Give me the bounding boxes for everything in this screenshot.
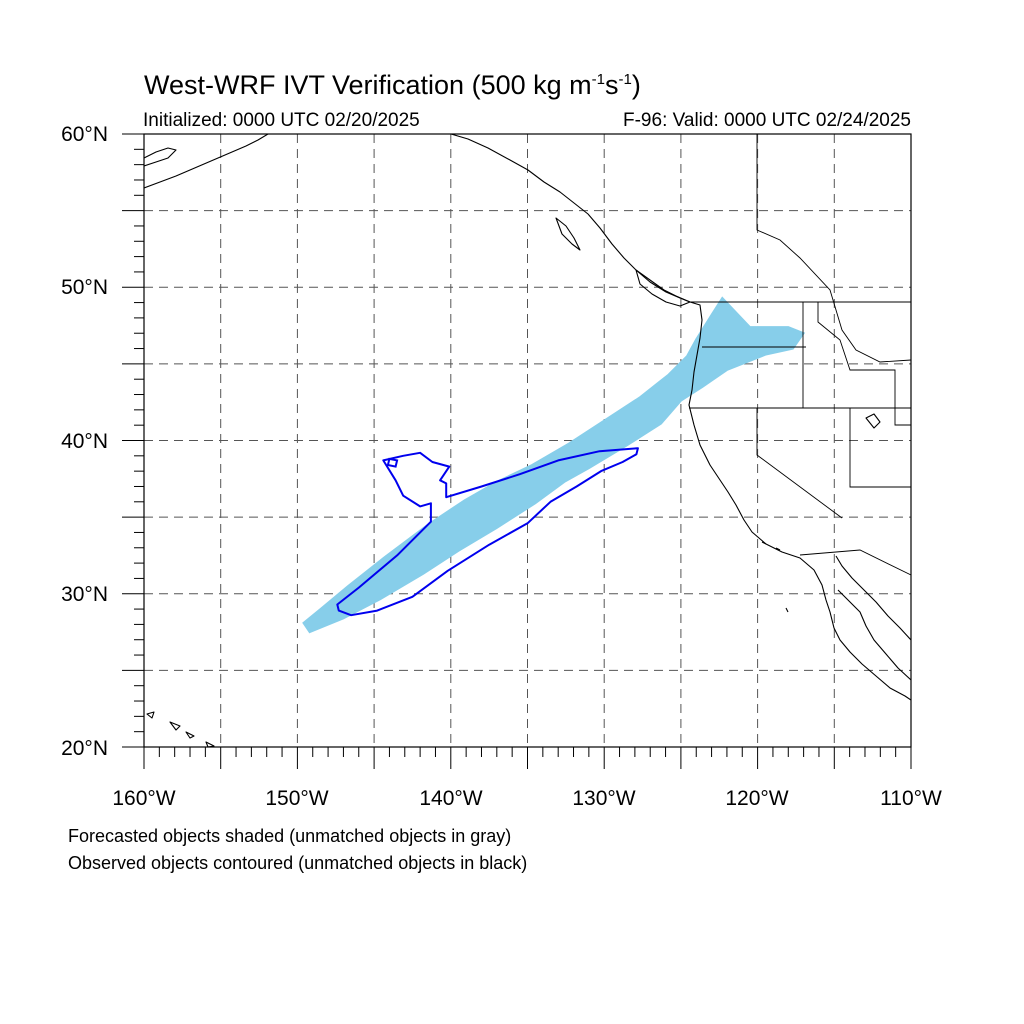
coastline-mexico [837,589,911,681]
observed-note: Observed objects contoured (unmatched ob… [68,853,528,873]
axis-ticks [122,133,912,769]
lat-label-40: 40°N [61,430,108,453]
valid-time-label: F-96: Valid: 0000 UTC 02/24/2025 [623,110,911,131]
lat-label-50: 50°N [61,276,108,299]
coastline-alaska [144,134,269,189]
coastline-vancouver-island [635,269,691,307]
coastlines-and-borders [144,134,911,747]
lat-label-30: 30°N [61,583,108,606]
state-borders [689,134,911,576]
lon-label-120w: 120°W [725,787,788,810]
observed-ivt-contour [336,447,639,617]
coastline-haida-gwaii [555,217,581,251]
lon-label-110w: 110°W [880,787,942,810]
observed-objects-layer [336,447,639,617]
great-salt-lake [865,413,881,429]
coastline-hawaii [146,711,215,747]
longitude-labels: 160°W 150°W 140°W 130°W 120°W 110°W [112,787,942,810]
coastline-alaska-2 [144,147,177,167]
lon-label-130w: 130°W [572,787,635,810]
lon-label-150w: 150°W [265,787,328,810]
lat-lon-grid [144,134,911,747]
initialized-label: Initialized: 0000 UTC 02/20/2025 [143,110,420,131]
forecast-note: Forecasted objects shaded (unmatched obj… [68,826,512,846]
forecast-objects-layer [302,296,806,634]
lon-label-140w: 140°W [419,787,482,810]
lat-label-20: 20°N [61,737,108,760]
observed-ivt-contour-hole [386,457,399,468]
map-title: West-WRF IVT Verification (500 kg m-1s-1… [144,70,641,100]
forecast-ivt-object [302,296,806,634]
lon-label-160w: 160°W [112,787,175,810]
lat-label-60: 60°N [61,123,108,146]
latitude-labels: 60°N 50°N 40°N 30°N 20°N [61,123,108,760]
coastline-north-america [450,134,911,701]
coastline-islands [761,541,789,613]
coastline-gulf-of-california [835,555,911,641]
